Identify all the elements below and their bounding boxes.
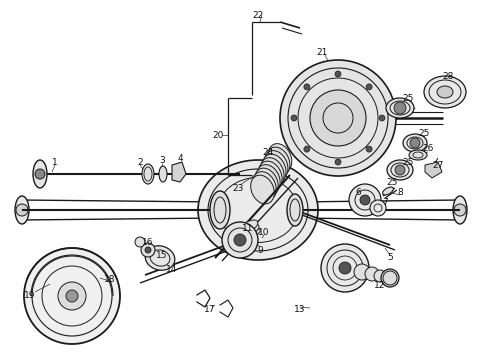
Circle shape (335, 71, 341, 77)
Text: 9: 9 (257, 246, 263, 255)
Text: 4: 4 (177, 153, 183, 162)
Text: 16: 16 (142, 238, 154, 247)
Circle shape (366, 84, 372, 90)
Ellipse shape (387, 160, 413, 180)
Text: 18: 18 (104, 275, 116, 284)
Circle shape (304, 84, 310, 90)
Text: 13: 13 (294, 306, 306, 315)
Text: 15: 15 (156, 251, 168, 260)
Circle shape (335, 159, 341, 165)
Ellipse shape (255, 168, 278, 197)
Ellipse shape (159, 166, 167, 182)
Ellipse shape (253, 172, 276, 201)
Text: 25: 25 (418, 129, 430, 138)
Ellipse shape (142, 164, 154, 184)
Text: 17: 17 (204, 306, 216, 315)
Circle shape (395, 165, 405, 175)
Text: 2: 2 (137, 158, 143, 166)
Circle shape (16, 204, 28, 216)
Ellipse shape (424, 76, 466, 108)
Text: 24: 24 (262, 148, 273, 157)
Circle shape (354, 264, 370, 280)
Ellipse shape (210, 191, 230, 229)
Text: 10: 10 (258, 228, 270, 237)
Circle shape (349, 184, 381, 216)
Circle shape (280, 60, 396, 176)
Ellipse shape (262, 154, 286, 183)
Ellipse shape (248, 229, 260, 238)
Ellipse shape (145, 246, 175, 270)
Circle shape (291, 115, 297, 121)
Circle shape (66, 290, 78, 302)
Text: 26: 26 (422, 144, 434, 153)
Circle shape (145, 247, 151, 253)
Text: 22: 22 (252, 10, 264, 19)
Text: 6: 6 (355, 188, 361, 197)
Text: 25: 25 (386, 177, 398, 186)
Circle shape (24, 248, 120, 344)
Text: 11: 11 (242, 224, 254, 233)
Text: 5: 5 (387, 253, 393, 262)
Ellipse shape (453, 196, 467, 224)
Text: 20: 20 (212, 131, 224, 140)
Circle shape (310, 90, 366, 146)
Text: 21: 21 (317, 48, 328, 57)
Ellipse shape (257, 165, 280, 193)
Ellipse shape (264, 150, 288, 179)
Circle shape (379, 115, 385, 121)
Text: 23: 23 (232, 184, 244, 193)
Ellipse shape (386, 98, 414, 118)
Ellipse shape (266, 147, 290, 176)
Text: 28: 28 (442, 72, 454, 81)
Text: 1: 1 (52, 158, 58, 166)
Circle shape (222, 222, 258, 258)
Circle shape (454, 204, 466, 216)
Polygon shape (425, 162, 442, 178)
Circle shape (365, 267, 379, 281)
Ellipse shape (198, 160, 318, 260)
Ellipse shape (383, 187, 393, 195)
Ellipse shape (258, 161, 282, 190)
Ellipse shape (403, 134, 427, 152)
Circle shape (304, 146, 310, 152)
Circle shape (339, 262, 351, 274)
Ellipse shape (243, 224, 259, 236)
Circle shape (374, 270, 386, 282)
Circle shape (410, 138, 420, 148)
Ellipse shape (260, 158, 284, 186)
Ellipse shape (409, 150, 427, 160)
Ellipse shape (238, 220, 258, 234)
Circle shape (370, 200, 386, 216)
Text: 19: 19 (24, 291, 36, 300)
Text: 25: 25 (402, 158, 414, 166)
Circle shape (394, 102, 406, 114)
Polygon shape (172, 162, 186, 182)
Circle shape (366, 146, 372, 152)
Text: 25: 25 (402, 94, 414, 103)
Text: 7: 7 (382, 198, 388, 207)
Ellipse shape (15, 196, 29, 224)
Ellipse shape (33, 160, 47, 188)
Text: 12: 12 (374, 280, 386, 289)
Text: 27: 27 (432, 161, 443, 170)
Text: 8: 8 (397, 188, 403, 197)
Circle shape (135, 237, 145, 247)
Ellipse shape (381, 269, 399, 287)
Ellipse shape (437, 86, 453, 98)
Ellipse shape (287, 194, 303, 226)
Circle shape (35, 169, 45, 179)
Circle shape (321, 244, 369, 292)
Ellipse shape (251, 175, 274, 204)
Circle shape (234, 234, 246, 246)
Circle shape (141, 243, 155, 257)
Ellipse shape (268, 144, 292, 172)
Text: 14: 14 (166, 266, 178, 274)
Circle shape (58, 282, 86, 310)
Circle shape (360, 195, 370, 205)
Text: 3: 3 (159, 156, 165, 165)
